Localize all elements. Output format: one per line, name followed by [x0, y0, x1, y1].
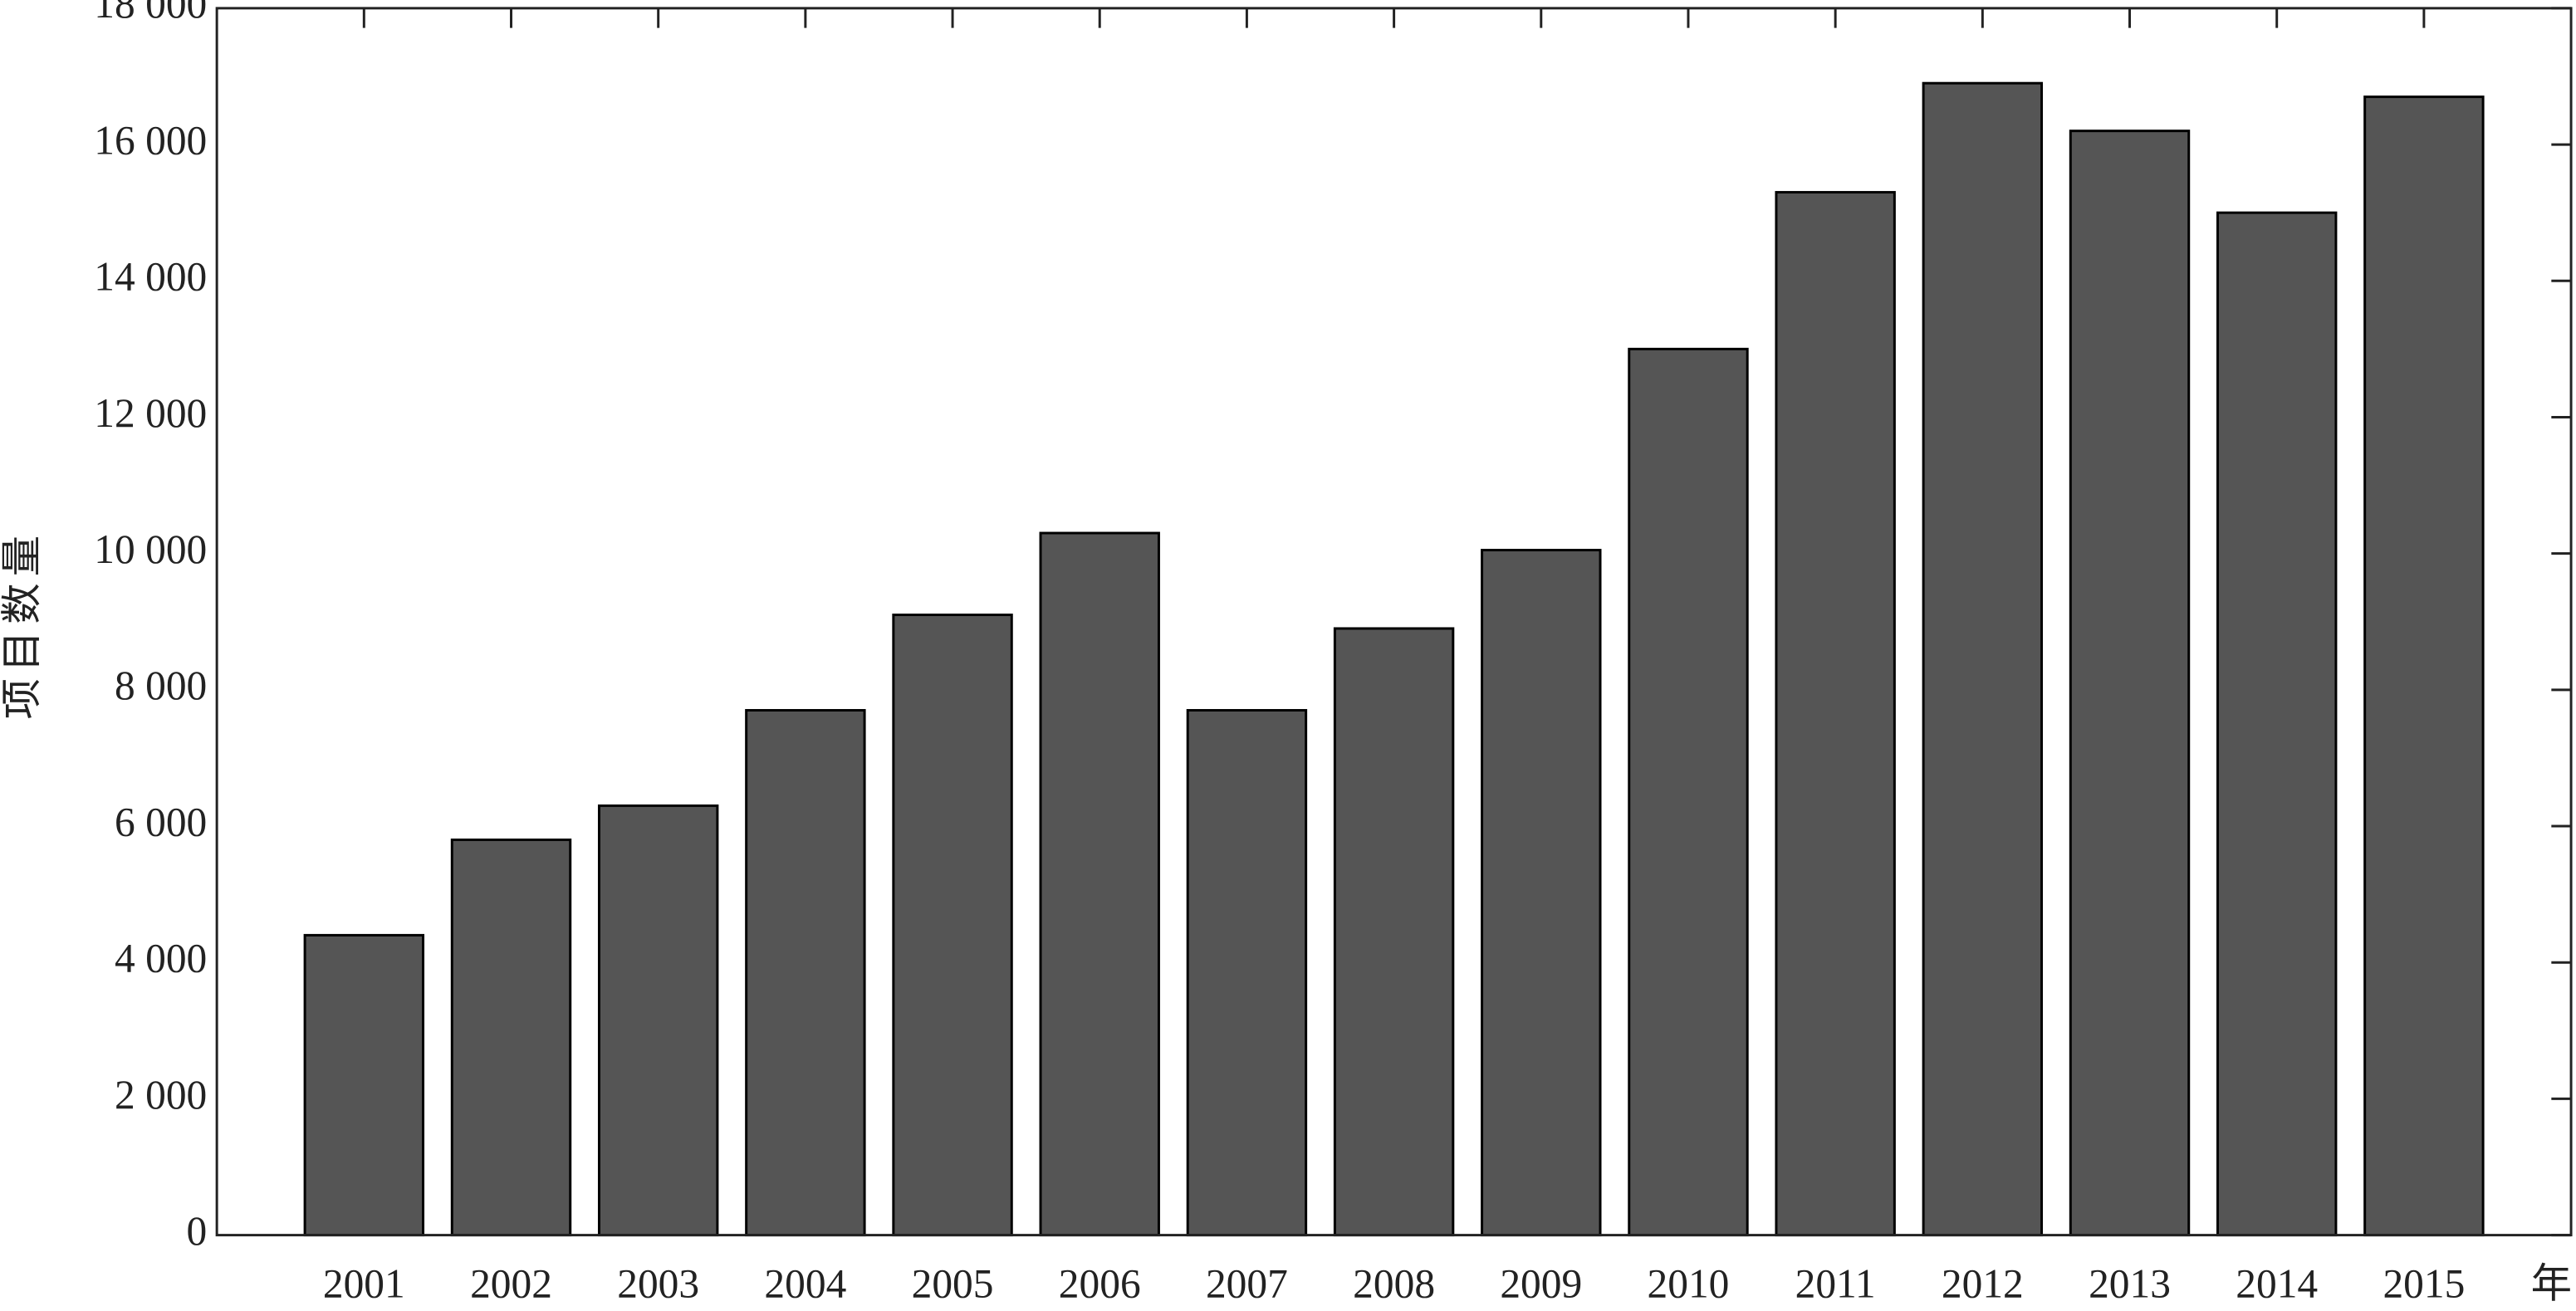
bar	[1628, 347, 1749, 1237]
bar	[597, 804, 719, 1237]
x-tick-label: 2013	[2089, 1260, 2171, 1306]
bar	[1333, 627, 1455, 1237]
y-axis-label: 项目数量	[0, 529, 45, 719]
x-tick-label: 2003	[617, 1260, 699, 1306]
plot-frame	[215, 7, 2573, 1237]
bar	[1039, 531, 1160, 1237]
bar	[1775, 191, 1896, 1237]
x-tick-label: 2015	[2383, 1260, 2465, 1306]
y-tick-label: 8 000	[115, 663, 207, 708]
x-tick-label: 2011	[1795, 1260, 1876, 1306]
x-tick-label: 2009	[1500, 1260, 1582, 1306]
bar	[2363, 95, 2485, 1237]
x-axis-label: 年	[2531, 1260, 2572, 1306]
bar	[2069, 130, 2191, 1237]
x-tick-label: 2006	[1059, 1260, 1141, 1306]
y-tick-label: 0	[187, 1208, 208, 1254]
bar	[892, 614, 1013, 1237]
y-tick-label: 6 000	[115, 799, 207, 844]
x-tick-label: 2008	[1353, 1260, 1435, 1306]
bar	[745, 708, 866, 1237]
y-tick-label: 16 000	[94, 117, 207, 163]
x-tick-label: 2010	[1648, 1260, 1730, 1306]
bar	[1481, 549, 1602, 1237]
y-tick-label: 12 000	[94, 390, 207, 436]
x-tick-label: 2001	[323, 1260, 405, 1306]
y-tick-label: 2 000	[115, 1072, 207, 1118]
x-tick-label: 2005	[912, 1260, 994, 1306]
x-tick-label: 2004	[764, 1260, 846, 1306]
bar	[2216, 211, 2338, 1237]
bar	[303, 933, 425, 1237]
y-tick-label: 10 000	[94, 526, 207, 572]
y-tick-label: 14 000	[94, 254, 207, 300]
x-tick-label: 2002	[470, 1260, 552, 1306]
y-tick-label: 4 000	[115, 936, 207, 981]
bar	[1922, 81, 2044, 1237]
bar	[1186, 708, 1308, 1237]
x-tick-label: 2014	[2236, 1260, 2318, 1306]
x-tick-label: 2007	[1206, 1260, 1288, 1306]
y-tick-label: 18 000	[94, 0, 207, 27]
bar	[450, 838, 572, 1237]
x-tick-label: 2012	[1942, 1260, 2024, 1306]
